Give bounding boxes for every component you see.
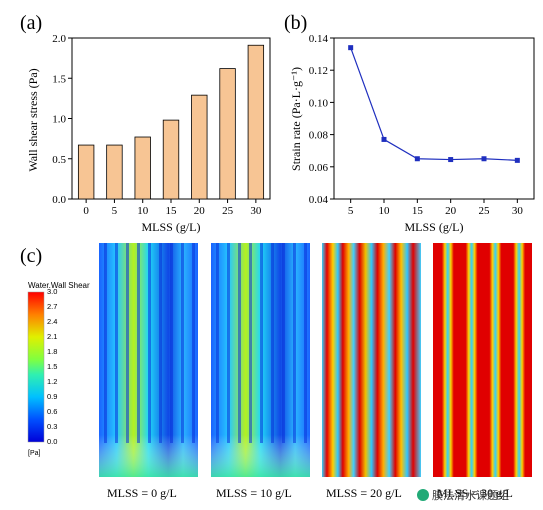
contour-streak — [249, 243, 252, 443]
contour-streak — [159, 243, 162, 443]
panel-label-b: (b) — [284, 12, 308, 34]
chart-b-xtick-label: 10 — [379, 205, 391, 217]
chart-b-ytick-label: 0.10 — [309, 97, 329, 109]
contour-legend-unit: [Pa] — [28, 450, 41, 457]
chart-b-point-30 — [514, 157, 520, 163]
contour-streak — [304, 243, 307, 443]
contour-caption-10: MLSS = 10 g/L — [216, 486, 292, 500]
contour-caption-30: MLSS = 30 g/L — [437, 486, 513, 500]
chart-a-xtick-label: 0 — [83, 205, 89, 217]
chart-b-xtick-label: 5 — [348, 205, 354, 217]
contour-map-mlss-20 — [322, 243, 421, 477]
chart-a-xtick-label: 5 — [112, 205, 118, 217]
chart-b-ytick-label: 0.04 — [309, 194, 329, 206]
chart-a-xtick-label: 10 — [137, 205, 149, 217]
contour-streak — [181, 243, 184, 443]
contour-streak — [126, 243, 129, 443]
chart-a-ytick-label: 2.0 — [52, 33, 66, 45]
contour-streak — [115, 243, 118, 443]
chart-a-ytick-label: 1.0 — [52, 114, 66, 126]
contour-streak — [260, 243, 263, 443]
contour-caption-0: MLSS = 0 g/L — [107, 486, 177, 500]
contour-streak — [170, 243, 173, 443]
chart-a-xtick-label: 25 — [222, 205, 234, 217]
chart-b-series-line — [350, 47, 518, 161]
contour-map-mlss-30 — [433, 243, 532, 477]
chart-b-point-5 — [348, 45, 354, 51]
watermark: 膜法清水课题组 — [417, 487, 509, 503]
chart-a-ytick-label: 0.5 — [52, 154, 66, 166]
panel-label-a: (a) — [20, 12, 43, 34]
chart-a-ytick-label: 1.5 — [52, 73, 66, 85]
colorbar-tick-label: 0.9 — [47, 392, 58, 401]
chart-b-ylabel: Strain rate (Pa·L·g⁻¹) — [289, 67, 303, 171]
colorbar-tick-label: 1.5 — [47, 362, 58, 371]
colorbar-tick-label: 3.0 — [47, 287, 58, 296]
chart-b-xtick-label: 25 — [479, 205, 491, 217]
chart-b-xlabel: MLSS (g/L) — [404, 220, 463, 234]
chart-b-ytick-label: 0.06 — [309, 162, 329, 174]
chart-a-ylabel: Wall shear stress (Pa) — [26, 68, 40, 171]
chart-b-point-20 — [448, 157, 454, 163]
chart-b-point-10 — [381, 136, 387, 142]
contour-streak — [137, 243, 140, 443]
contour-streak — [282, 243, 285, 443]
colorbar-tick-label: 0.0 — [47, 437, 58, 446]
contour-streak — [227, 243, 230, 443]
contour-caption-20: MLSS = 20 g/L — [326, 486, 402, 500]
chart-a-xtick-label: 30 — [250, 205, 262, 217]
chart-b-xtick-label: 15 — [412, 205, 424, 217]
colorbar-tick-label: 2.4 — [47, 317, 58, 326]
colorbar-tick-label: 2.1 — [47, 332, 58, 341]
chart-b-xtick-label: 30 — [512, 205, 524, 217]
contour-legend-title: Water.Wall Shear — [28, 281, 90, 290]
wechat-logo-icon — [417, 489, 429, 501]
chart-b-ytick-label: 0.12 — [309, 65, 328, 77]
chart-a-xtick-label: 15 — [166, 205, 178, 217]
chart-b-frame — [333, 37, 535, 200]
panel-label-c: (c) — [20, 245, 43, 267]
contour-streak — [148, 243, 151, 443]
contour-streak — [192, 243, 195, 443]
chart-b-ytick-label: 0.14 — [309, 33, 329, 45]
watermark-text: 膜法清水课题组 — [432, 489, 509, 502]
contour-streak — [216, 243, 219, 443]
chart-b-point-25 — [481, 156, 487, 162]
chart-b-point-15 — [414, 156, 420, 162]
chart-a-xtick-label: 20 — [194, 205, 206, 217]
chart-a-xlabel: MLSS (g/L) — [141, 220, 200, 234]
contour-streak — [271, 243, 274, 443]
colorbar-tick-label: 0.3 — [47, 422, 58, 431]
colorbar-tick-label: 1.2 — [47, 377, 58, 386]
colorbar-tick-label: 2.7 — [47, 302, 58, 311]
colorbar-tick-label: 1.8 — [47, 347, 58, 356]
colorbar-gradient — [27, 291, 45, 443]
chart-b-xtick-label: 20 — [445, 205, 457, 217]
contour-streak — [293, 243, 296, 443]
chart-a-ytick-label: 0.0 — [52, 194, 66, 206]
chart-b-ytick-label: 0.08 — [309, 130, 329, 142]
contour-streak — [104, 243, 107, 443]
colorbar-tick-label: 0.6 — [47, 407, 58, 416]
contour-streak — [238, 243, 241, 443]
